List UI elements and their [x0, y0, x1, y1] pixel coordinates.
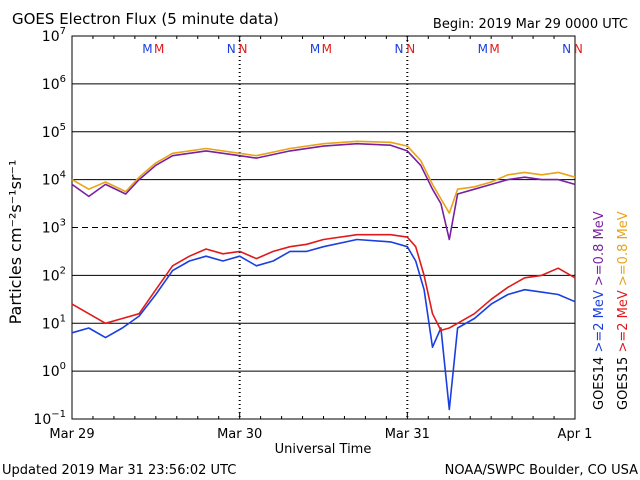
marker-label: M [310, 42, 320, 56]
y-tick-label: 101 [42, 313, 66, 332]
marker-label: N [562, 42, 571, 56]
y-tick-label: 105 [42, 122, 66, 141]
chart-title: GOES Electron Flux (5 minute data) [12, 10, 279, 28]
grid [71, 36, 576, 419]
legend-sat: GOES15 [616, 353, 631, 410]
source-label: NOAA/SWPC Boulder, CO USA [445, 463, 638, 478]
x-tick-label: Mar 31 [385, 427, 430, 442]
legend-entry: >=2 MeV [592, 286, 607, 352]
legend: GOES14 >=2 MeV >=0.8 MeV GOES15 >=2 MeV … [592, 211, 631, 410]
legend-column: GOES14 >=2 MeV >=0.8 MeV [592, 211, 607, 410]
series-line-1 [71, 140, 576, 214]
marker-label: M [142, 42, 152, 56]
series-line-3 [71, 233, 576, 332]
begin-label: Begin: 2019 Mar 29 0000 UTC [433, 17, 628, 32]
y-tick-label: 107 [42, 26, 66, 45]
marker-label: N [239, 42, 248, 56]
y-tick-label: 10−1 [33, 409, 66, 428]
marker-label: N [406, 42, 415, 56]
series-line-2 [71, 238, 576, 411]
legend-sat: GOES14 [592, 353, 607, 410]
x-tick-label: Mar 29 [49, 427, 94, 442]
x-tick-label: Mar 30 [217, 427, 262, 442]
marker-label: M [489, 42, 499, 56]
updated-label: Updated 2019 Mar 31 23:56:02 UTC [2, 463, 236, 478]
legend-column: GOES15 >=2 MeV >=0.8 MeV [616, 211, 631, 410]
marker-label: N [574, 42, 583, 56]
y-tick-label: 104 [42, 170, 66, 189]
y-tick-label: 100 [42, 361, 66, 380]
marker-label: M [478, 42, 488, 56]
series-line-0 [71, 142, 576, 241]
legend-entry: >=2 MeV [616, 286, 631, 352]
marker-label: M [322, 42, 332, 56]
x-axis-label: Universal Time [275, 442, 372, 457]
marker-label: N [394, 42, 403, 56]
series-layer [71, 140, 576, 411]
y-tick-label: 103 [42, 218, 66, 237]
y-tick-labels: 10−1 100 101 102 103 104 105 106 107 [33, 26, 66, 428]
legend-entry: >=0.8 MeV [616, 211, 631, 286]
marker-label: M [154, 42, 164, 56]
marker-label: N [227, 42, 236, 56]
y-axis-label: Particles cm⁻²s⁻¹sr⁻¹ [6, 160, 25, 325]
y-tick-label: 106 [42, 74, 66, 93]
x-tick-labels: Mar 29 Mar 30 Mar 31 Apr 1 [49, 427, 592, 442]
legend-entry: >=0.8 MeV [592, 211, 607, 286]
y-tick-label: 102 [42, 265, 66, 284]
x-tick-label: Apr 1 [558, 427, 593, 442]
